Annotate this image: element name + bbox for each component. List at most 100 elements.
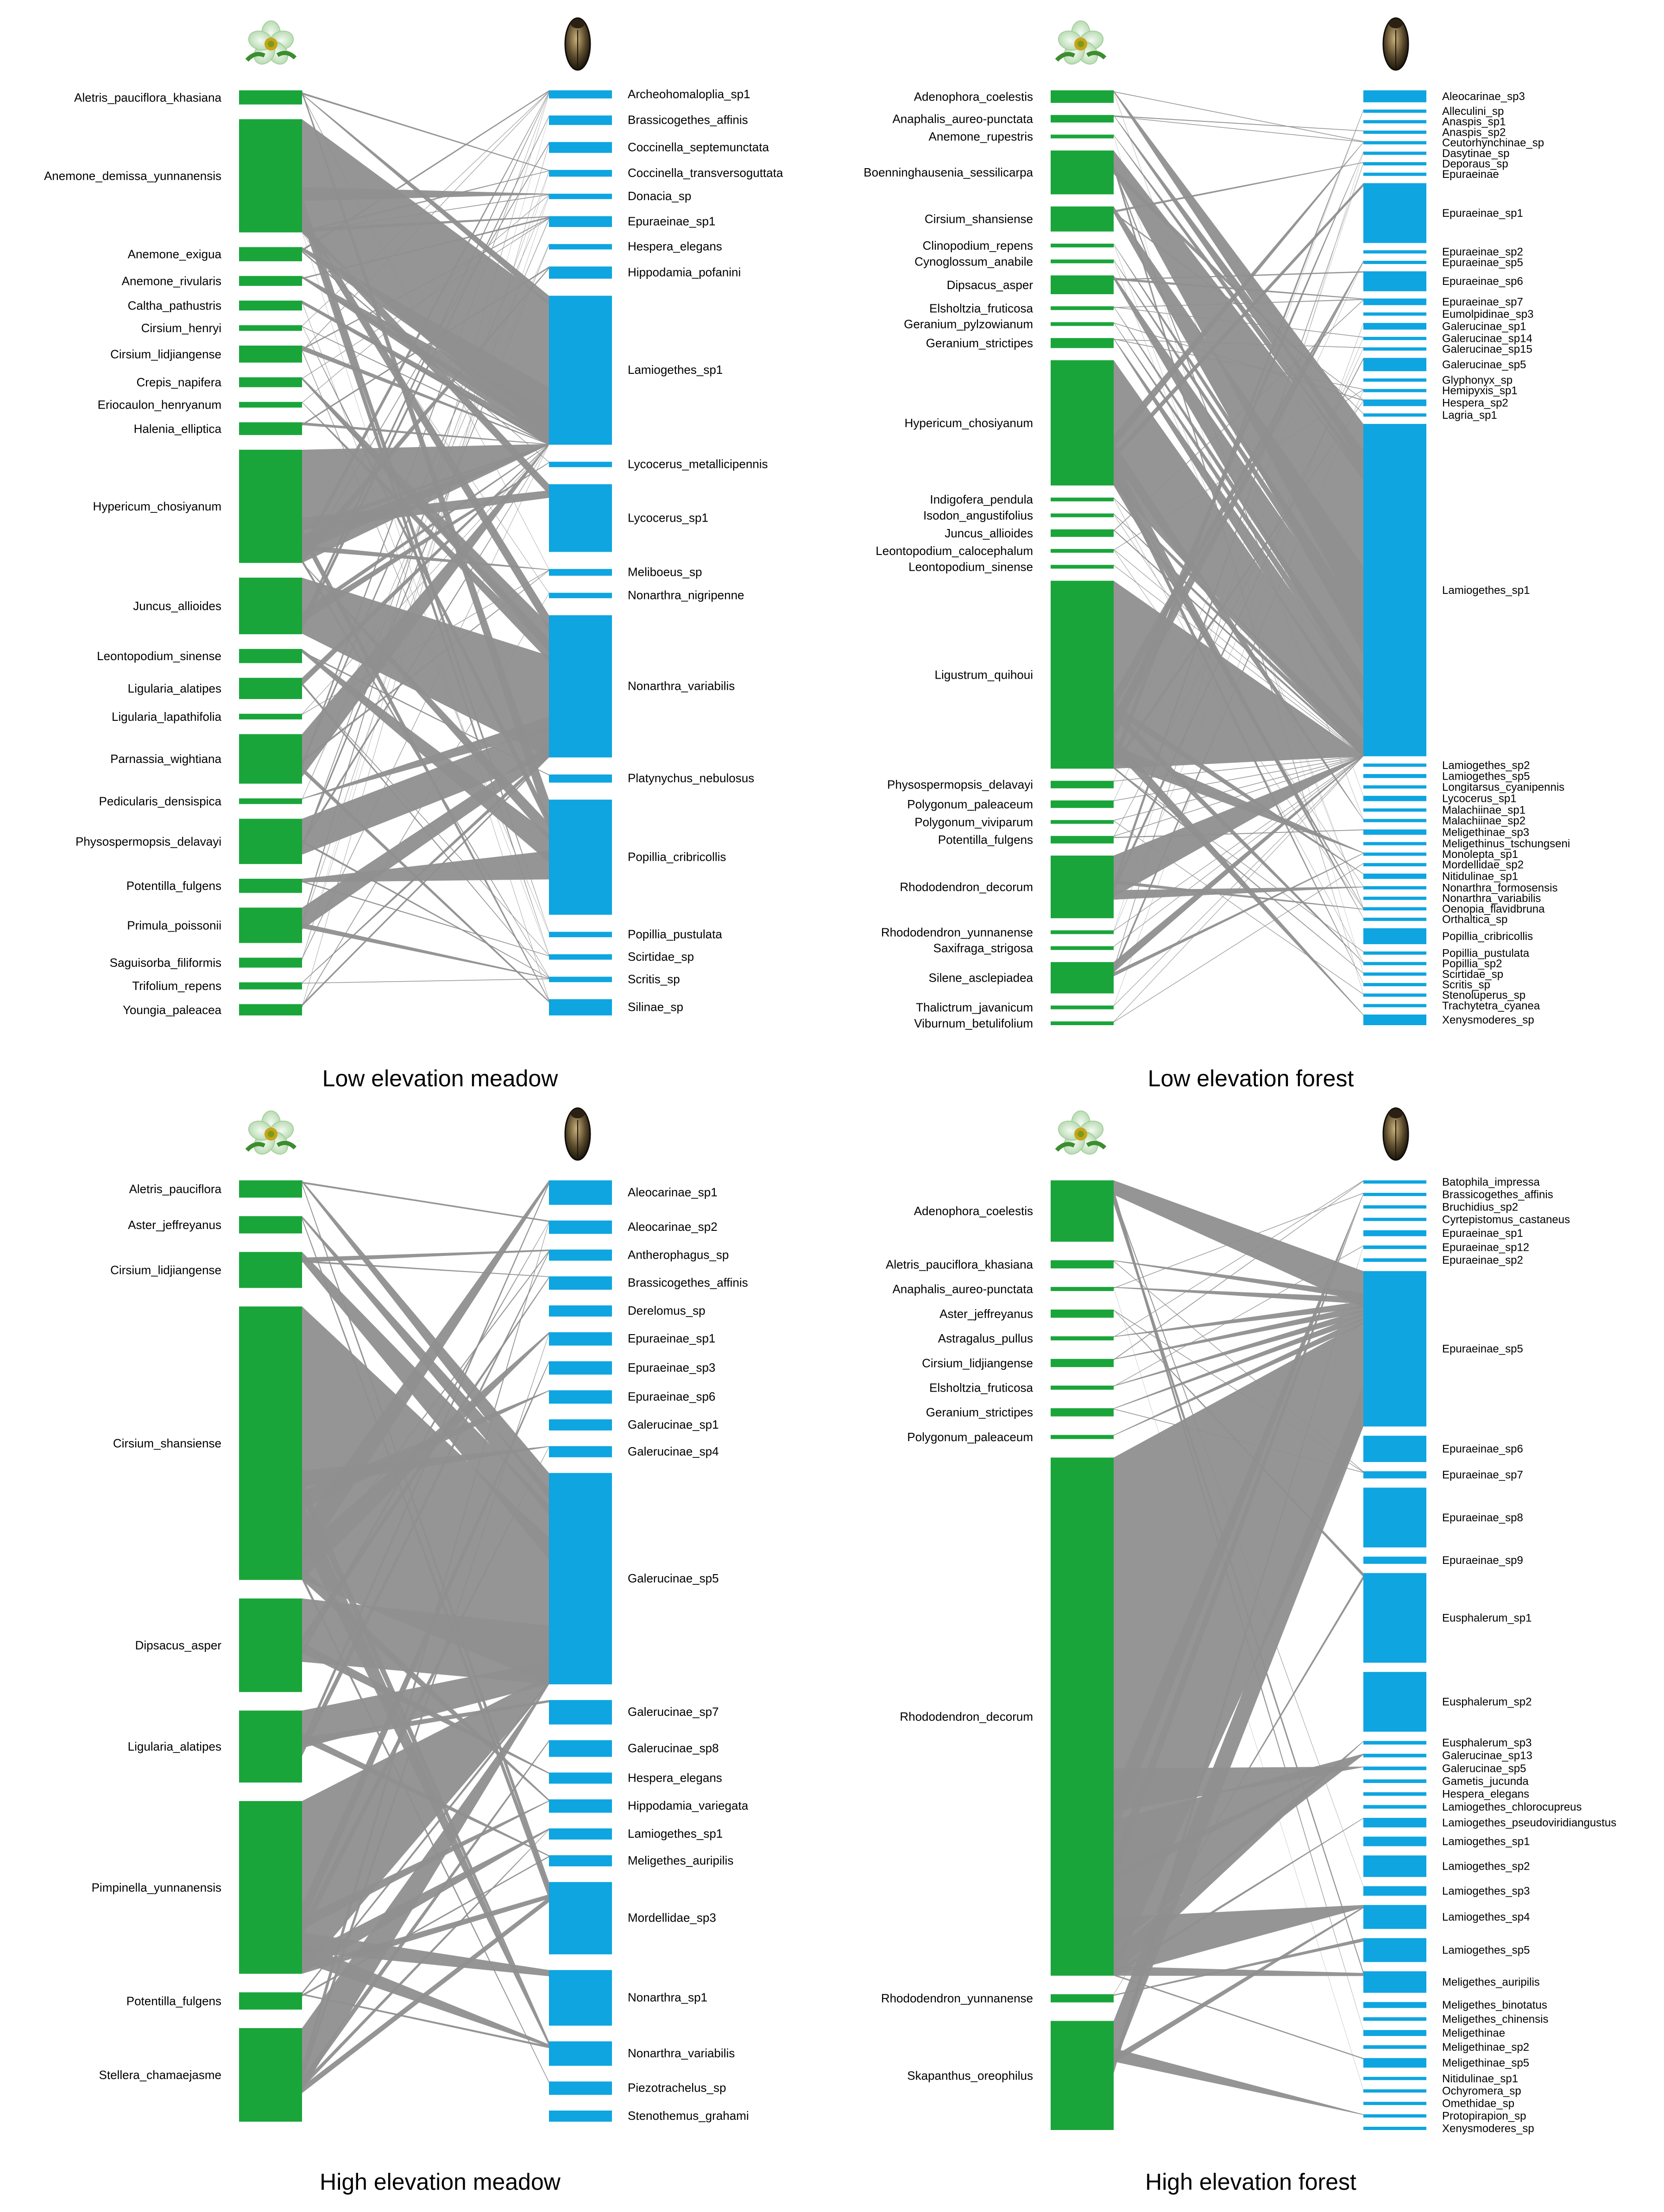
insect-label: Epuraeinae_sp5 bbox=[1442, 1343, 1523, 1355]
plant-node: Clinopodium_repens bbox=[923, 239, 1114, 252]
insect-bar bbox=[1363, 162, 1426, 166]
plant-bar bbox=[1051, 338, 1114, 348]
insect-node: Lamiogethes_sp2 bbox=[1363, 1855, 1530, 1877]
insect-label: Lamiogethes_sp1 bbox=[1442, 1835, 1530, 1848]
link bbox=[302, 93, 549, 769]
plant-bar bbox=[1051, 1021, 1114, 1025]
insect-bar bbox=[1363, 1818, 1426, 1828]
insect-label: Longitarsus_cyanipennis bbox=[1442, 781, 1564, 794]
insect-bar bbox=[1363, 1971, 1426, 1993]
insect-label: Popillia_sp2 bbox=[1442, 958, 1502, 970]
plant-bar bbox=[239, 1004, 302, 1015]
insect-bar bbox=[1363, 120, 1426, 124]
plant-bar bbox=[239, 300, 302, 311]
insect-bar bbox=[1363, 763, 1426, 767]
insect-label: Epuraeinae bbox=[1442, 168, 1499, 181]
link bbox=[1114, 299, 1363, 308]
insect-node: Lamiogethes_sp5 bbox=[1363, 770, 1530, 782]
insect-node: Nonarthra_variabilis bbox=[549, 615, 735, 758]
insect-bar bbox=[1363, 347, 1426, 351]
insect-bar bbox=[1363, 337, 1426, 340]
link bbox=[302, 444, 549, 617]
link bbox=[1114, 1180, 1363, 1361]
insect-bar bbox=[1363, 1741, 1426, 1745]
link bbox=[1114, 358, 1363, 838]
link bbox=[1114, 580, 1363, 769]
link bbox=[1114, 1906, 1363, 2063]
insect-bar bbox=[1363, 1015, 1426, 1025]
insect-node: Meligethinus_tschungseni bbox=[1363, 838, 1570, 850]
link bbox=[1114, 756, 1363, 837]
insect-node: Coccinella_septemunctata bbox=[549, 140, 769, 154]
plant-label: Rhododendron_yunnanense bbox=[881, 1991, 1033, 2005]
plant-bar bbox=[239, 449, 302, 563]
link bbox=[302, 1306, 549, 1684]
insect-node: Eusphalerum_sp3 bbox=[1363, 1737, 1532, 1749]
link bbox=[302, 195, 549, 766]
panel-title: High elevation meadow bbox=[320, 2169, 561, 2195]
insect-node: Scritis_sp bbox=[1363, 978, 1490, 991]
insect-bar bbox=[1363, 90, 1426, 102]
insect-label: Xenysmoderes_sp bbox=[1442, 2123, 1534, 2135]
insect-node: Orthaltica_sp bbox=[1363, 914, 1507, 926]
insect-label: Meligethinae bbox=[1442, 2027, 1505, 2040]
link bbox=[302, 1897, 549, 2093]
plant-label: Cirsium_henryi bbox=[141, 321, 221, 335]
plant-bar bbox=[1051, 1359, 1114, 1368]
link bbox=[1114, 400, 1363, 769]
plant-node: Ligularia_lapathifolia bbox=[112, 710, 302, 724]
plant-bar bbox=[1051, 930, 1114, 934]
insect-label: Meligethinae_sp5 bbox=[1442, 2057, 1529, 2069]
link bbox=[302, 1182, 549, 1749]
plant-node: Anaphalis_aureo-punctata bbox=[892, 112, 1114, 126]
plant-bar bbox=[239, 1180, 302, 1198]
insect-label: Epuraeinae_sp1 bbox=[1442, 207, 1523, 220]
insect-node: Alleculini_sp bbox=[1363, 105, 1504, 118]
plant-label: Crepis_napifera bbox=[136, 375, 221, 389]
link bbox=[302, 326, 549, 445]
insect-node: Epuraeinae_sp5 bbox=[1363, 256, 1523, 269]
plant-node: Dipsacus_asper bbox=[947, 275, 1114, 295]
insect-bar bbox=[1363, 1258, 1426, 1262]
link bbox=[302, 1277, 549, 1646]
insect-bar bbox=[1363, 1217, 1426, 1221]
link bbox=[302, 116, 549, 960]
insect-bar bbox=[549, 244, 612, 250]
link bbox=[1114, 2048, 1363, 2115]
plant-label: Youngia_paleacea bbox=[123, 1003, 222, 1017]
link bbox=[302, 1361, 549, 1926]
link bbox=[302, 143, 549, 1008]
insect-bar bbox=[549, 1180, 612, 1205]
plant-node: Rhododendron_decorum bbox=[900, 855, 1114, 919]
insect-node: Brassicogethes_affinis bbox=[549, 1276, 748, 1290]
insect-bar bbox=[1363, 424, 1426, 756]
insect-node: Ochyromera_sp bbox=[1363, 2085, 1521, 2098]
plant-label: Potentilla_fulgens bbox=[938, 833, 1033, 847]
link bbox=[302, 1680, 549, 1995]
insect-node: Scirtidae_sp bbox=[549, 950, 694, 964]
plant-label: Hypericum_chosiyanum bbox=[905, 416, 1033, 430]
insect-bar bbox=[1363, 2002, 1426, 2008]
insect-label: Deporaus_sp bbox=[1442, 158, 1508, 170]
insect-bar bbox=[1363, 785, 1426, 789]
link bbox=[1114, 1260, 1363, 1300]
insect-bar bbox=[1363, 1557, 1426, 1564]
plant-label: Eriocaulon_henryanum bbox=[98, 398, 221, 412]
plant-bar bbox=[239, 819, 302, 864]
insect-node: Coccinella_transversoguttata bbox=[549, 166, 783, 180]
insect-node: Popillia_pustulata bbox=[549, 927, 722, 941]
plant-node: Crepis_napifera bbox=[136, 375, 302, 389]
link bbox=[302, 1181, 549, 1222]
insect-node: Glyphonyx_sp bbox=[1363, 374, 1513, 386]
plant-node: Saguisorba_filiformis bbox=[110, 956, 302, 970]
insect-bar bbox=[549, 1305, 612, 1317]
insect-label: Epuraeinae_sp12 bbox=[1442, 1241, 1529, 1254]
plant-bar bbox=[1051, 275, 1114, 295]
interaction-links bbox=[302, 90, 549, 1008]
insect-node: Hippodamia_variegata bbox=[549, 1799, 749, 1813]
insect-node: Malachiinae_sp1 bbox=[1363, 804, 1525, 817]
link bbox=[302, 92, 549, 557]
plant-label: Polygonum_viviparum bbox=[914, 815, 1033, 829]
plant-bar bbox=[239, 649, 302, 663]
insect-bar bbox=[1363, 1766, 1426, 1771]
